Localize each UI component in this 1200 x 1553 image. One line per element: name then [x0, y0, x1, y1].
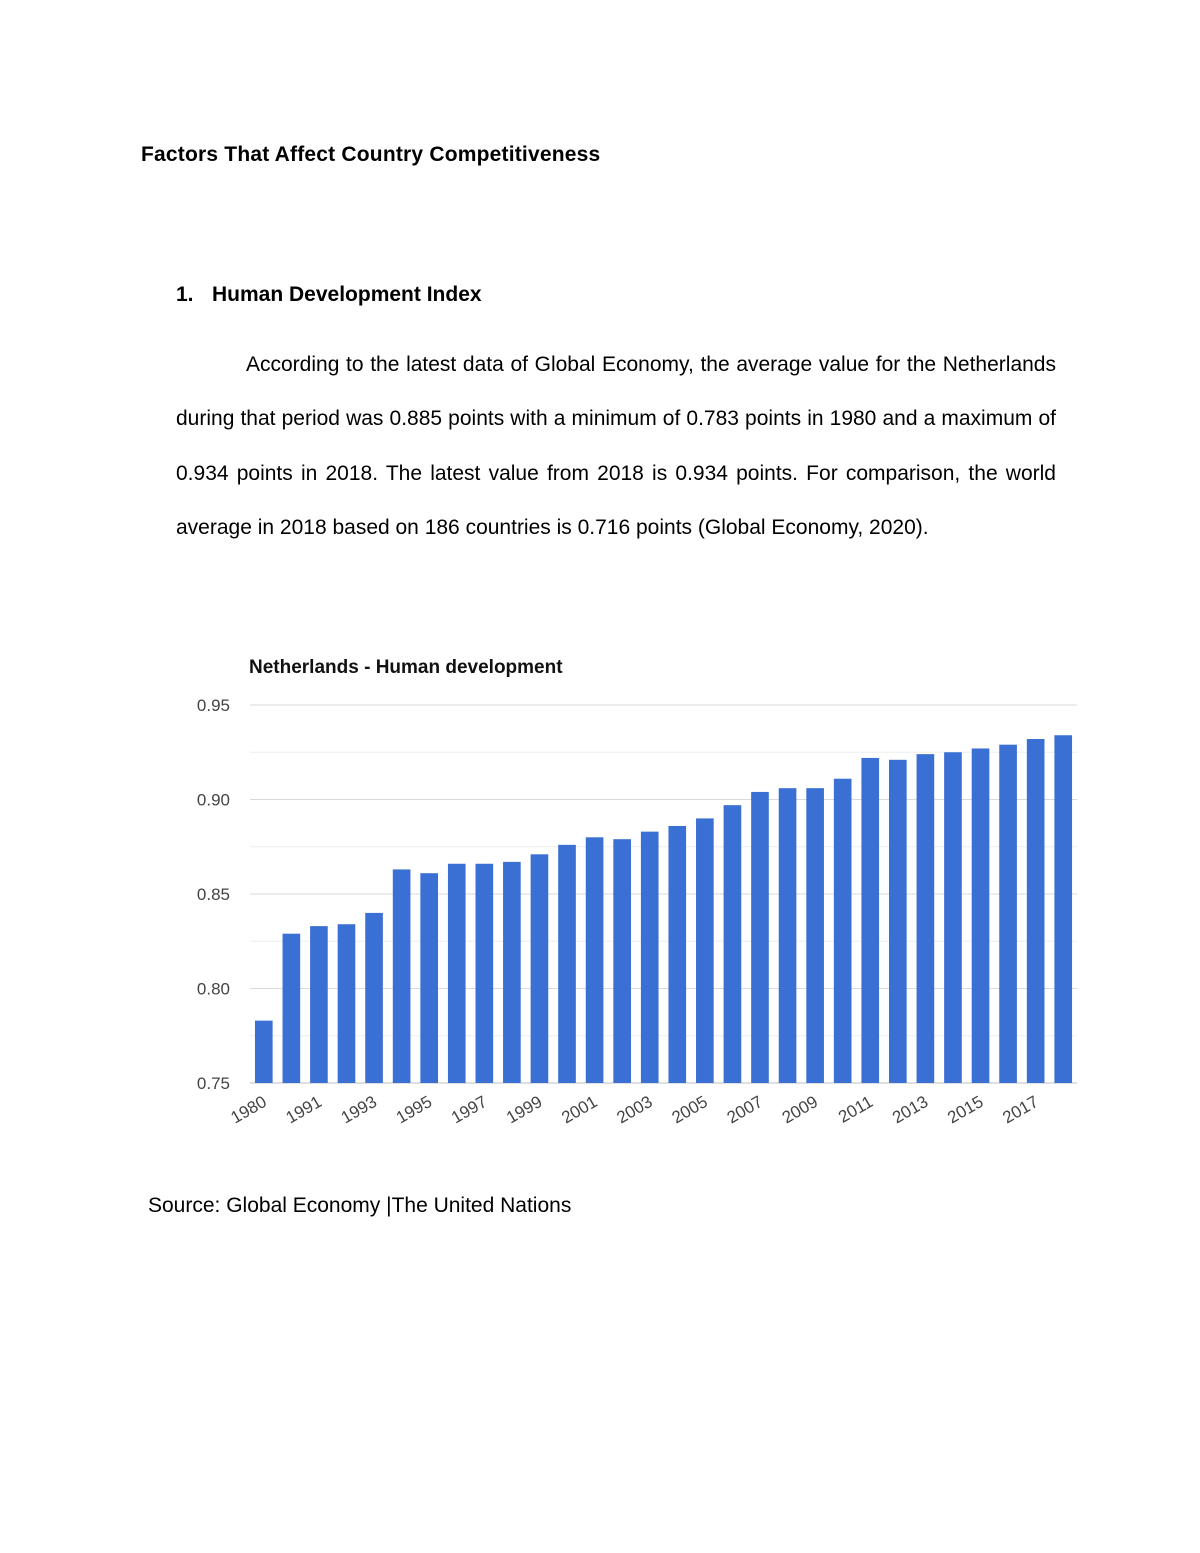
- bar: [861, 757, 880, 1083]
- y-tick-label: 0.90: [197, 791, 230, 810]
- y-tick-label: 0.75: [197, 1074, 230, 1093]
- bar: [254, 1020, 273, 1083]
- x-tick-label: 2017: [999, 1092, 1041, 1127]
- bar: [392, 869, 411, 1083]
- bar: [668, 825, 687, 1083]
- bar: [696, 818, 714, 1083]
- y-tick-label: 0.85: [197, 885, 230, 904]
- document-title: Factors That Affect Country Competitiven…: [141, 143, 601, 166]
- bar: [778, 788, 797, 1083]
- section-heading: 1. Human Development Index: [176, 283, 482, 307]
- bar: [944, 752, 962, 1083]
- body-paragraph: According to the latest data of Global E…: [176, 353, 1056, 539]
- x-tick-label: 2005: [669, 1092, 711, 1127]
- bar: [971, 748, 990, 1083]
- source-caption: Source: Global Economy |The United Natio…: [148, 1194, 572, 1217]
- bar: [999, 744, 1017, 1083]
- bar: [503, 861, 521, 1083]
- bar: [751, 791, 769, 1083]
- bar: [337, 924, 356, 1083]
- chart-gridlines: [250, 704, 1077, 1084]
- x-tick-label: 2015: [944, 1092, 986, 1127]
- bar: [1026, 739, 1045, 1083]
- x-tick-label: 2013: [889, 1092, 931, 1127]
- chart-title: Netherlands - Human development: [249, 657, 563, 678]
- x-tick-label: 1980: [228, 1092, 270, 1127]
- bar: [613, 839, 631, 1083]
- section-heading-text: Human Development Index: [212, 283, 482, 306]
- x-tick-label: 2007: [724, 1092, 766, 1127]
- hdi-bar-chart: Netherlands - Human development 0.95 0.90…: [197, 657, 1077, 1127]
- x-tick-label: 1999: [503, 1092, 545, 1127]
- section-number: 1.: [176, 283, 194, 306]
- bar: [447, 863, 466, 1083]
- bar: [558, 844, 576, 1083]
- y-tick-label: 0.80: [197, 980, 230, 999]
- x-tick-label: 2003: [613, 1092, 655, 1127]
- x-tick-label: 2011: [835, 1092, 876, 1127]
- chart-x-axis: 1980 1991 1993 1995 1997 1999 2001 2003 2005 2007…: [228, 1092, 1042, 1127]
- x-tick-label: 1991: [283, 1092, 325, 1127]
- bar: [640, 831, 659, 1083]
- bar: [889, 759, 907, 1083]
- bar: [282, 933, 301, 1083]
- bar: [806, 788, 824, 1083]
- y-tick-label: 0.95: [197, 696, 230, 715]
- bar: [310, 926, 328, 1083]
- chart-y-axis: 0.95 0.90 0.85 0.80 0.75: [197, 696, 230, 1093]
- bar: [723, 805, 742, 1083]
- x-tick-label: 2009: [779, 1092, 821, 1127]
- x-tick-label: 2001: [558, 1092, 600, 1127]
- bar: [1054, 735, 1073, 1083]
- x-tick-label: 1995: [393, 1092, 435, 1127]
- bar: [530, 854, 549, 1083]
- bar: [420, 873, 438, 1083]
- bar: [365, 912, 383, 1083]
- x-tick-label: 1993: [338, 1092, 380, 1127]
- bar: [475, 863, 494, 1083]
- x-tick-label: 1997: [448, 1092, 490, 1127]
- bar: [916, 754, 935, 1083]
- chart-bars: [254, 735, 1073, 1083]
- bar: [585, 837, 604, 1083]
- bar: [833, 778, 852, 1083]
